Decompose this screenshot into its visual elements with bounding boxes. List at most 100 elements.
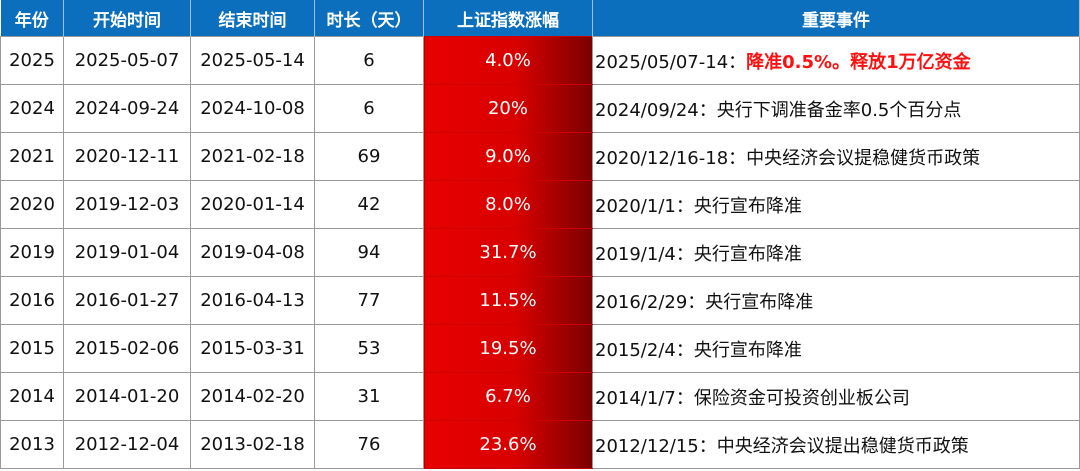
cell-event-text: 2019/1/4：央行宣布降准	[595, 243, 802, 265]
cell-start-text: 2012-12-04	[74, 434, 180, 455]
cell-days-text: 76	[357, 434, 381, 455]
cell-start: 2019-01-04	[63, 228, 191, 277]
cell-end: 2015-03-31	[190, 324, 315, 373]
cell-event: 2016/2/29：央行宣布降准	[592, 276, 1080, 325]
cell-year: 2019	[0, 228, 64, 277]
table-row: 2015 2015-02-06 2015-03-31 53 19.5% 2015/2/4：…	[0, 324, 1080, 373]
table-row: 2021 2020-12-11 2021-02-18 69 9.0% 2020/12/16…	[0, 132, 1080, 181]
cell-year-text: 2020	[9, 194, 55, 215]
cell-gain-text: 8.0%	[485, 194, 531, 215]
cell-event-text: 2016/2/29：央行宣布降准	[595, 291, 814, 313]
table-row: 2019 2019-01-04 2019-04-08 94 31.7% 2019/1/4：…	[0, 228, 1080, 277]
table-row: 2014 2014-01-20 2014-02-20 31 6.7% 2014/1/7：保…	[0, 372, 1080, 421]
cell-year-text: 2016	[9, 290, 55, 311]
cell-start: 2025-05-07	[63, 36, 191, 85]
cell-days: 69	[314, 132, 424, 181]
cell-event-text: 2024/09/24：央行下调准备金率0.5个百分点	[595, 99, 962, 121]
cell-gain-text: 20%	[487, 98, 528, 119]
cell-days-text: 53	[357, 338, 381, 359]
cell-days: 94	[314, 228, 424, 277]
header-start: 开始时间	[63, 0, 191, 37]
cell-gain: 9.0%	[423, 132, 593, 181]
cell-end: 2013-02-18	[190, 420, 315, 469]
cell-start-text: 2020-12-11	[74, 146, 180, 167]
cell-year: 2015	[0, 324, 64, 373]
header-days: 时长（天）	[314, 0, 424, 37]
cell-end-text: 2015-03-31	[200, 338, 305, 359]
cell-gain: 19.5%	[423, 324, 593, 373]
cell-event: 2015/2/4：央行宣布降准	[592, 324, 1080, 373]
cell-start-text: 2019-01-04	[74, 242, 180, 263]
header-row: 年份 开始时间 结束时间 时长（天） 上证指数涨幅 重要事件	[0, 0, 1080, 37]
cell-days-text: 31	[357, 386, 381, 407]
cell-days: 53	[314, 324, 424, 373]
cell-days-text: 6	[363, 98, 375, 119]
cell-year: 2020	[0, 180, 64, 229]
cell-gain: 20%	[423, 84, 593, 133]
cell-year: 2013	[0, 420, 64, 469]
cell-start-text: 2025-05-07	[74, 50, 180, 71]
cell-year: 2016	[0, 276, 64, 325]
cell-start-text: 2016-01-27	[74, 290, 180, 311]
cell-end: 2021-02-18	[190, 132, 315, 181]
cell-days-text: 77	[357, 290, 381, 311]
cell-gain-text: 23.6%	[479, 434, 537, 455]
cell-days: 42	[314, 180, 424, 229]
cell-gain: 4.0%	[423, 36, 593, 85]
table-row: 2013 2012-12-04 2013-02-18 76 23.6% 2012/12/1…	[0, 420, 1080, 469]
table-row: 2016 2016-01-27 2016-04-13 77 11.5% 2016/2/29…	[0, 276, 1080, 325]
cell-end: 2016-04-13	[190, 276, 315, 325]
cell-start-text: 2014-01-20	[74, 386, 180, 407]
cell-year-text: 2025	[9, 50, 55, 71]
cell-event: 2020/12/16-18：中央经济会议提稳健货币政策	[592, 132, 1080, 181]
cell-event-text: 2025/05/07-14：	[595, 51, 747, 73]
cell-gain-text: 6.7%	[485, 386, 531, 407]
cell-gain-text: 31.7%	[479, 242, 537, 263]
cell-gain: 11.5%	[423, 276, 593, 325]
cell-start: 2014-01-20	[63, 372, 191, 421]
cell-year: 2025	[0, 36, 64, 85]
header-end: 结束时间	[190, 0, 315, 37]
cell-gain: 31.7%	[423, 228, 593, 277]
cell-gain: 8.0%	[423, 180, 593, 229]
table-row: 2024 2024-09-24 2024-10-08 6 20% 2024/09/24：央…	[0, 84, 1080, 133]
cell-end: 2020-01-14	[190, 180, 315, 229]
cell-days: 76	[314, 420, 424, 469]
cell-gain: 23.6%	[423, 420, 593, 469]
cell-year-text: 2013	[9, 434, 55, 455]
cell-event-text: 2020/1/1：央行宣布降准	[595, 195, 802, 217]
cell-event: 2012/12/15：中央经济会议提出稳健货币政策	[592, 420, 1080, 469]
cell-days: 77	[314, 276, 424, 325]
cell-days-text: 42	[357, 194, 381, 215]
cell-gain-text: 19.5%	[479, 338, 537, 359]
cell-event: 2025/05/07-14：降准0.5%。释放1万亿资金	[592, 36, 1080, 85]
cell-end-text: 2019-04-08	[200, 242, 305, 263]
cell-start-text: 2015-02-06	[74, 338, 180, 359]
cell-end: 2025-05-14	[190, 36, 315, 85]
cell-days-text: 6	[363, 50, 375, 71]
cell-days-text: 69	[357, 146, 381, 167]
header-event: 重要事件	[592, 0, 1080, 37]
cell-event: 2014/1/7：保险资金可投资创业板公司	[592, 372, 1080, 421]
cell-end-text: 2025-05-14	[200, 50, 305, 71]
cell-year: 2021	[0, 132, 64, 181]
cell-gain-text: 4.0%	[485, 50, 531, 71]
cell-start: 2024-09-24	[63, 84, 191, 133]
cell-end-text: 2016-04-13	[200, 290, 305, 311]
cell-start: 2016-01-27	[63, 276, 191, 325]
cell-year-text: 2024	[9, 98, 55, 119]
table-row: 2025 2025-05-07 2025-05-14 6 4.0% 2025/05/07-…	[0, 36, 1080, 85]
header-year: 年份	[0, 0, 64, 37]
cell-event-text: 2012/12/15：中央经济会议提出稳健货币政策	[595, 435, 969, 457]
cell-start: 2020-12-11	[63, 132, 191, 181]
cell-end-text: 2014-02-20	[200, 386, 305, 407]
cell-event-text: 2015/2/4：央行宣布降准	[595, 339, 802, 361]
cell-year: 2014	[0, 372, 64, 421]
cell-end: 2019-04-08	[190, 228, 315, 277]
cell-gain-text: 11.5%	[479, 290, 537, 311]
cell-end: 2024-10-08	[190, 84, 315, 133]
cell-days-text: 94	[357, 242, 381, 263]
header-gain: 上证指数涨幅	[423, 0, 593, 37]
cell-year-text: 2021	[9, 146, 55, 167]
cell-end: 2014-02-20	[190, 372, 315, 421]
